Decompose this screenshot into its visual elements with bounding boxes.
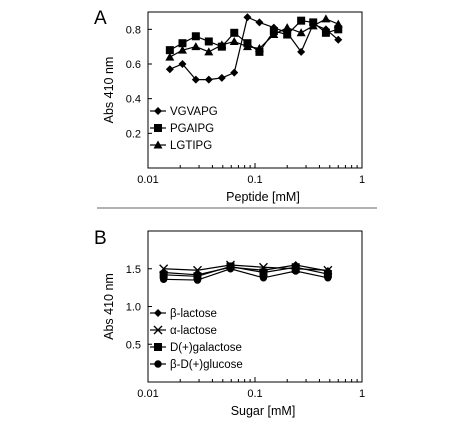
data-point [291, 267, 300, 275]
data-point [177, 45, 187, 54]
legend-marker [154, 124, 162, 132]
data-point [226, 265, 235, 273]
legend-label: α-lactose [170, 325, 217, 337]
panel-b: B 0.5 1.0 1.5 0.01 0.1 1 Sugar [mM] Abs 410 nm β-… [94, 228, 365, 418]
x-axis-label: Sugar [mM] [231, 404, 296, 418]
legend-entry: α-lactose [150, 325, 217, 337]
data-point [321, 14, 331, 23]
data-point [191, 75, 200, 84]
data-point [269, 30, 279, 39]
y-axis-label: Abs 410 nm [102, 57, 116, 124]
data-point [259, 268, 268, 277]
data-point [321, 28, 330, 37]
data-point [243, 13, 252, 22]
data-point [178, 39, 187, 48]
series-3 [159, 265, 332, 284]
series-line [163, 264, 329, 276]
data-point [191, 32, 200, 41]
series-line [163, 268, 329, 281]
data-point [242, 42, 252, 51]
panel-letter: B [94, 228, 107, 249]
data-point [333, 19, 343, 28]
data-point [296, 28, 306, 37]
panel-a: A 0.2 0.4 0.6 0.8 0.01 0.1 1 Peptide [mM] Abs 410… [94, 8, 365, 204]
legend-label: VGVAPG [170, 106, 218, 118]
data-point [297, 16, 306, 25]
data-point [193, 276, 202, 284]
legend-marker [154, 343, 162, 351]
legend-marker [153, 140, 163, 149]
y-tick-label: 1.5 [126, 264, 141, 276]
data-point [159, 270, 168, 279]
legend-marker [154, 309, 162, 317]
legend-entry: VGVAPG [150, 106, 218, 118]
data-point [217, 73, 226, 82]
legend-entry: D(+)galactose [150, 342, 242, 354]
panel-letter: A [94, 8, 107, 29]
x-tick-label: 0.01 [137, 388, 158, 400]
data-point [178, 60, 187, 68]
data-point [165, 52, 175, 61]
legend: β-lactose α-lactose D(+)galactose β-D(+)glu… [150, 308, 243, 371]
data-point [254, 43, 264, 52]
data-point [283, 30, 292, 39]
y-tick-label: 0.8 [126, 24, 141, 36]
legend-marker [154, 107, 162, 115]
data-point [229, 36, 239, 45]
y-tick-label: 0.6 [126, 59, 141, 71]
data-point [259, 274, 268, 282]
x-tick-label: 0.01 [137, 174, 158, 186]
data-point [297, 47, 306, 56]
data-point [204, 75, 213, 84]
data-point [255, 18, 264, 27]
series-2 [165, 14, 343, 61]
series-1 [159, 260, 333, 275]
y-tick-label: 0.4 [126, 94, 141, 106]
data-point [204, 37, 213, 46]
legend: VGVAPG PGAIPG LGTIPG [150, 106, 218, 152]
series-line [163, 264, 328, 271]
x-axis-label: Peptide [mM] [226, 190, 300, 204]
data-point [165, 46, 174, 55]
legend-label: β-lactose [170, 308, 217, 320]
series-line [163, 265, 329, 277]
data-point [217, 40, 227, 49]
legend-label: D(+)galactose [170, 342, 242, 354]
legend-marker [153, 325, 163, 335]
data-point [334, 35, 343, 44]
x-tick-label: 0.1 [247, 388, 262, 400]
data-point [308, 21, 318, 30]
legend-marker [154, 360, 162, 368]
legend-entry: PGAIPG [150, 123, 214, 135]
data-point [193, 272, 202, 281]
x-tick-label: 1 [359, 174, 365, 186]
data-point [204, 47, 214, 56]
y-tick-label: 0.2 [126, 128, 141, 140]
data-point [324, 274, 332, 282]
data-point [291, 263, 300, 272]
series-2 [159, 262, 332, 281]
data-point [159, 275, 168, 284]
data-point [282, 23, 292, 32]
data-point [191, 42, 201, 51]
x-tick-label: 0.1 [247, 174, 262, 186]
x-tick-label: 1 [359, 388, 365, 400]
data-point [230, 28, 239, 37]
data-point [230, 68, 239, 77]
legend-entry: β-D(+)glucose [150, 359, 243, 371]
legend-entry: LGTIPG [150, 140, 212, 152]
data-point [165, 65, 174, 74]
y-tick-label: 1.0 [126, 302, 141, 314]
legend-label: LGTIPG [170, 140, 212, 152]
legend-label: β-D(+)glucose [170, 359, 243, 371]
legend-entry: β-lactose [150, 308, 217, 320]
legend-label: PGAIPG [170, 123, 214, 135]
data-point [334, 25, 343, 34]
y-tick-label: 0.5 [126, 339, 141, 351]
data-point [323, 270, 332, 279]
y-axis-label: Abs 410 nm [102, 273, 116, 340]
